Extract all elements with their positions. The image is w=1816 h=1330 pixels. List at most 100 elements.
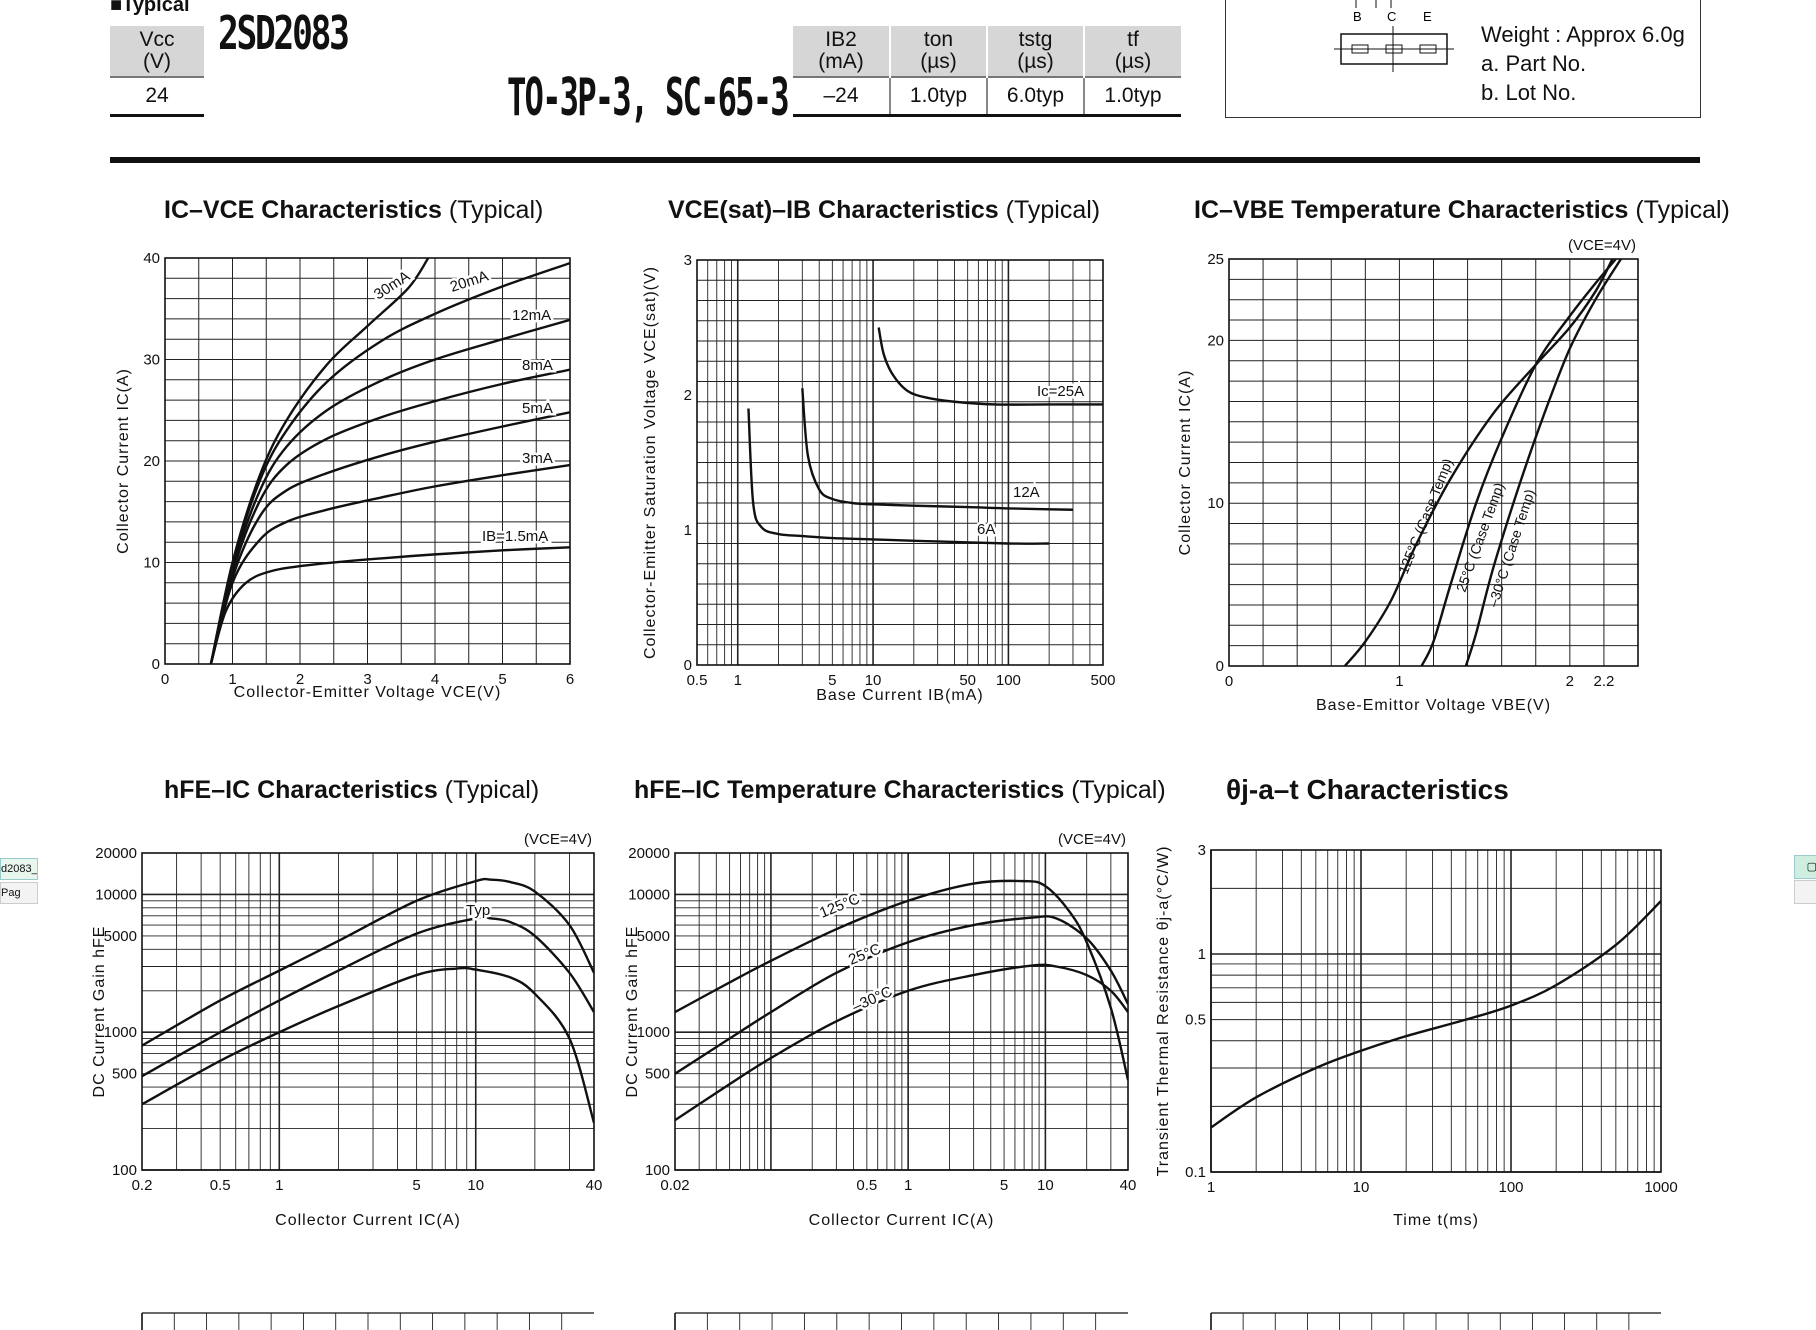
chart-c5: 0.02 0.5 1 5 10 40 100 500 1000 5000 10000 20000 Col…	[624, 831, 1136, 1229]
y-tick-label: 100	[645, 1162, 670, 1179]
x-tick-label: 40	[586, 1177, 603, 1194]
gridlines-c2	[696, 259, 1104, 666]
section-title: ■Typical	[110, 0, 190, 16]
series-line-1	[209, 463, 570, 664]
side-page-left[interactable]: Pag	[0, 882, 38, 904]
x-tick-label: 0.5	[210, 1177, 231, 1194]
series-label: IB=1.5mA	[482, 528, 548, 545]
series-line-6	[209, 258, 430, 664]
ton-value: 1.0typ	[889, 76, 987, 117]
series-label: 125°C (Case Temp)	[1395, 456, 1456, 576]
x-tick-label: 1	[275, 1177, 283, 1194]
x-axis-label: Base Current IB(mA)	[816, 687, 983, 704]
y-axis-label: Transient Thermal Resistance θj-a(°C/W)	[1155, 846, 1172, 1177]
y-tick-label: 25	[1207, 251, 1224, 268]
chart1-title: IC–VCE Characteristics (Typical)	[164, 196, 544, 224]
series-line-2	[675, 963, 1128, 1122]
series-label: 12A	[1013, 484, 1040, 501]
series-label: –30°C	[850, 983, 895, 1016]
series-line-1	[142, 915, 594, 1078]
y-axis-label: Collector Current IC(A)	[1177, 370, 1194, 556]
x-tick-label: 2	[296, 671, 304, 688]
pin-b-label: B	[1353, 9, 1362, 24]
part-number: 2SD2083	[218, 6, 350, 60]
x-axis-label: Collector Current IC(A)	[809, 1212, 995, 1229]
weight-line: Weight : Approx 6.0g	[1481, 22, 1685, 47]
chart-c3: 0 1 2 2.2 0 10 20 25 Base-Emittor Voltage VBE(V)…	[1177, 237, 1639, 714]
chart6-title: θj-a–t Characteristics	[1226, 774, 1509, 805]
chart-note: (VCE=4V)	[1058, 831, 1126, 848]
y-tick-label: 0	[1216, 658, 1224, 675]
chart5-title: hFE–IC Temperature Characteristics (Typi…	[634, 776, 1166, 804]
x-tick-label: 100	[1498, 1179, 1523, 1196]
spec-table-right: IB2 (mA) ton (µs) tstg (µs) tf (µs) –24 1.0t…	[793, 26, 1181, 117]
x-tick-label: 500	[1090, 672, 1115, 689]
x-tick-label: 0	[1225, 673, 1233, 690]
y-tick-label: 10	[1207, 495, 1224, 512]
y-tick-label: 2	[684, 387, 692, 404]
y-tick-label: 20	[1207, 332, 1224, 349]
chart-c1: 0 1 2 3 4 5 6 0 10 20 30 40 Collector-Emitter Voltag…	[115, 250, 574, 701]
ib2-header: IB2 (mA)	[793, 26, 890, 77]
side-tab-left[interactable]: d2083_	[0, 858, 38, 880]
x-tick-label: 0.5	[856, 1177, 877, 1194]
x-tick-label: 0.2	[132, 1177, 153, 1194]
x-axis-label: Collector-Emitter Voltage VCE(V)	[234, 684, 502, 701]
side-tab-right[interactable]: ▢	[1794, 855, 1816, 879]
y-tick-label: 100	[112, 1162, 137, 1179]
series-label: 3mA	[522, 450, 553, 467]
x-tick-label: 5	[1000, 1177, 1008, 1194]
y-tick-label: 0	[684, 657, 692, 674]
y-tick-label: 3	[684, 252, 692, 269]
series-label: 5mA	[522, 400, 553, 417]
chart-c6: 1 10 100 1000 0.1 0.5 1 3 Time t(ms) Transient Th…	[1155, 842, 1678, 1229]
x-tick-label: 10	[1037, 1177, 1054, 1194]
weight-info: Weight : Approx 6.0g a. Part No. b. Lot …	[1481, 20, 1685, 107]
tstg-value: 6.0typ	[986, 76, 1084, 117]
chart-c4: 0.2 0.5 1 5 10 40 100 500 1000 5000 10000 20000 Coll…	[91, 831, 602, 1229]
x-tick-label: 5	[412, 1177, 420, 1194]
plot-frame	[1210, 849, 1662, 1173]
series-line-0	[1211, 900, 1661, 1129]
part-no-line: a. Part No.	[1481, 51, 1587, 76]
header: ■Typical	[110, 0, 1700, 122]
x-tick-label: 2.2	[1593, 673, 1614, 690]
series-line-4	[209, 318, 570, 664]
gridlines-c4	[141, 852, 595, 1171]
package-name: TO-3P-3, SC-65-3	[507, 68, 790, 128]
chart4-title: hFE–IC Characteristics (Typical)	[164, 776, 540, 804]
series-label: 8mA	[522, 357, 553, 374]
x-tick-label: 1	[734, 672, 742, 689]
x-tick-label: 10	[865, 672, 882, 689]
bottom-row-peek	[141, 1312, 1661, 1330]
plot-frame	[1228, 258, 1639, 667]
y-tick-label: 30	[143, 352, 160, 369]
vcc-header: Vcc (V)	[110, 26, 204, 77]
series-line-2	[142, 966, 594, 1124]
vcc-value: 24	[110, 76, 204, 117]
y-tick-label: 1000	[637, 1024, 670, 1041]
lot-no-line: b. Lot No.	[1481, 80, 1577, 105]
x-tick-label: 1	[228, 671, 236, 688]
package-drawing: B C E	[1334, 0, 1454, 72]
x-axis-label: Time t(ms)	[1393, 1212, 1479, 1229]
series-line-3	[209, 368, 570, 664]
side-page-right[interactable]	[1794, 880, 1816, 904]
series-label: 30mA	[371, 268, 413, 304]
series-line-2	[877, 327, 1103, 406]
y-axis-label: Collector-Emitter Saturation Voltage VCE…	[642, 266, 659, 659]
x-tick-label: 50	[959, 672, 976, 689]
y-axis-label: DC Current Gain hFE	[91, 926, 108, 1098]
spec-table-left: Vcc (V) 24	[110, 26, 204, 117]
x-tick-label: 10	[1353, 1179, 1370, 1196]
x-tick-label: 2	[1566, 673, 1574, 690]
chart-c2: 0.5 1 5 10 50 100 500 0 1 2 3 Base Current IB(mA) Co…	[642, 252, 1116, 704]
y-tick-label: 20000	[95, 845, 137, 862]
ton-header: ton (µs)	[889, 26, 987, 77]
x-tick-label: 4	[431, 671, 439, 688]
x-tick-label: 3	[363, 671, 371, 688]
series-label: Ic=25A	[1037, 383, 1084, 400]
package-outline-box: B C E Weight : Approx 6.0g a. Part No. b…	[1225, 0, 1701, 118]
tf-value: 1.0typ	[1083, 76, 1181, 117]
series-line-1	[1420, 259, 1617, 666]
